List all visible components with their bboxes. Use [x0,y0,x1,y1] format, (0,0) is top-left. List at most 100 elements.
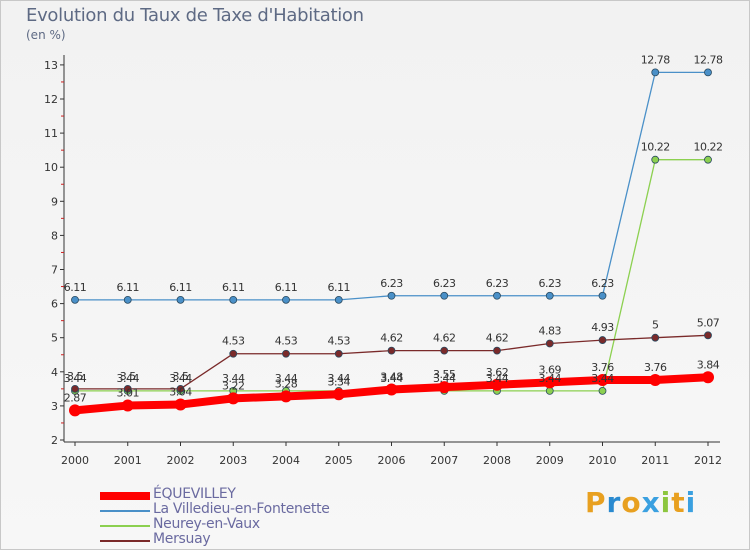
legend-swatch [100,510,150,512]
data-label: 3.44 [433,372,456,385]
data-point [438,381,451,394]
legend-swatch [100,525,150,527]
data-point [704,331,712,340]
x-tick-label: 2007 [430,454,458,467]
data-point [702,371,714,384]
x-tick-label: 2009 [536,454,564,467]
data-label: 10.22 [694,141,723,154]
y-tick-label: 4 [51,366,58,379]
data-point [493,291,501,300]
data-point [280,390,292,403]
data-point [598,336,607,344]
data-label: 3.01 [117,387,140,400]
data-point [545,386,554,395]
data-point [649,373,662,386]
data-label: 3.44 [591,372,614,385]
data-label: 6.11 [328,281,351,294]
data-label: 4.62 [433,332,456,345]
y-tick-label: 13 [44,59,58,72]
data-label: 4.83 [539,324,562,337]
legend-label: La Villedieu-en-Fontenette [153,501,330,517]
y-tick-label: 7 [51,264,58,277]
y-tick-label: 8 [51,229,58,242]
data-point [121,399,134,412]
brand-letter: x [641,486,661,519]
x-tick-label: 2003 [219,454,247,467]
data-label: 6.23 [591,277,614,290]
brand-letter: o [621,486,642,519]
data-label: 3.04 [169,386,192,399]
data-label: 3.44 [328,372,351,385]
data-label: 6.11 [64,281,87,294]
data-point [440,291,449,300]
data-label: 12.78 [641,53,670,66]
data-point [598,386,607,395]
data-label: 5 [652,319,659,332]
data-point [545,291,554,300]
data-label: 3.28 [275,377,298,390]
brand-letter: r [606,486,622,519]
data-label: 5.07 [697,316,720,329]
x-tick-label: 2012 [694,454,722,467]
data-label: 2.87 [64,391,87,404]
data-point [651,333,660,342]
data-label: 3.55 [433,368,456,381]
data-label: 3.76 [591,361,614,374]
x-tick-label: 2005 [325,454,353,467]
brand-letter: i [685,486,697,519]
x-tick-label: 2008 [483,454,511,467]
legend-label: Mersuay [153,531,211,547]
data-point [543,376,556,389]
data-point [71,295,79,304]
data-label: 6.23 [380,277,403,290]
data-label: 3.44 [222,372,245,385]
data-label: 3.44 [169,372,192,385]
data-label: 3.22 [222,379,245,392]
data-label: 3.62 [486,366,509,379]
data-label: 4.53 [328,335,351,348]
data-point [123,384,132,393]
y-tick-label: 6 [51,298,58,311]
data-point [651,68,660,77]
data-label: 3.34 [328,375,351,388]
data-label: 3.44 [486,372,509,385]
data-label: 3.69 [539,363,562,376]
data-label: 4.93 [591,321,614,334]
data-label: 3.44 [275,372,298,385]
data-point [176,295,185,304]
data-label: 6.23 [433,277,456,290]
data-label: 6.11 [117,281,140,294]
series-line-1 [74,71,709,301]
chart-title: Evolution du Taux de Taxe d'Habitation [26,5,364,26]
data-label: 6.11 [169,281,192,294]
data-label: 3.44 [380,372,403,385]
y-tick-label: 5 [51,332,58,345]
data-point [174,398,187,411]
data-label: 3.44 [539,372,562,385]
data-point [493,346,501,355]
data-point [334,295,343,304]
y-tick-label: 11 [44,127,58,140]
y-tick-label: 12 [44,93,58,106]
data-label: 3.76 [644,361,667,374]
x-tick-label: 2001 [114,454,142,467]
data-point [69,404,81,417]
data-point [387,346,396,355]
data-point [598,291,607,300]
data-point [334,349,343,358]
data-point [704,68,712,77]
data-label: 3.44 [117,372,140,385]
y-tick-label: 10 [44,161,58,174]
brand-letter: P [585,486,607,519]
x-tick-label: 2004 [272,454,300,467]
x-tick-label: 2000 [61,454,89,467]
x-tick-label: 2011 [641,454,669,467]
brand-logo: Proxiti [585,486,696,519]
data-point [440,346,449,355]
data-label: 4.62 [486,332,509,345]
brand-letter: i [660,486,672,519]
data-point [704,155,712,164]
y-tick-label: 9 [51,195,58,208]
